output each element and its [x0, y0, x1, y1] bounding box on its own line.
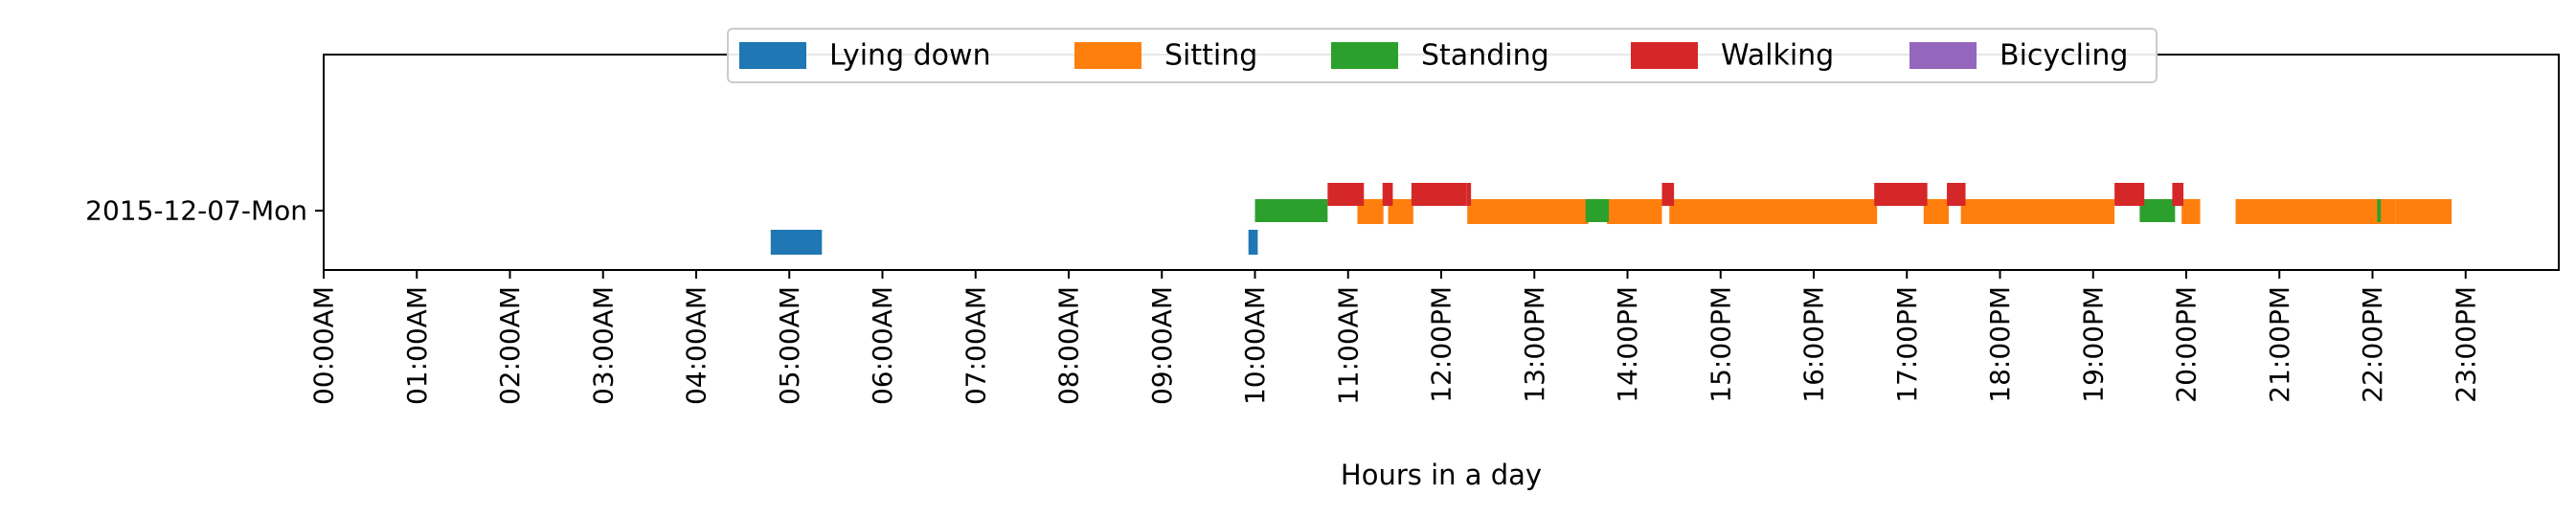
standing-legend-label: Standing	[1421, 39, 1549, 73]
walking-legend-label: Walking	[1721, 39, 1834, 73]
standing-bar	[1585, 199, 1610, 222]
x-tick-label: 05:00AM	[774, 286, 805, 405]
x-tick-label: 16:00PM	[1798, 286, 1830, 403]
lying-down-legend-label: Lying down	[829, 39, 991, 73]
x-tick-label: 22:00PM	[2357, 286, 2388, 403]
standing-legend-swatch	[1331, 42, 1398, 69]
x-tick-label: 15:00PM	[1705, 286, 1736, 403]
standing-bar	[2139, 199, 2176, 222]
x-tick-label: 20:00PM	[2171, 286, 2203, 403]
x-axis-title: Hours in a day	[1341, 459, 1542, 491]
bicycling-legend-label: Bicycling	[2000, 39, 2128, 73]
standing-bar	[1254, 199, 1328, 222]
activity-bars	[770, 183, 2452, 255]
sitting-bar	[1669, 199, 1878, 224]
walking-bar	[2172, 183, 2184, 206]
x-tick-label: 13:00PM	[1519, 286, 1550, 403]
bicycling-legend-swatch	[1909, 42, 1977, 69]
walking-bar	[1874, 183, 1928, 206]
x-tick-label: 04:00AM	[681, 286, 712, 405]
x-tick-label: 09:00AM	[1146, 286, 1178, 405]
x-tick-label: 11:00AM	[1332, 286, 1364, 405]
sitting-bar	[2181, 199, 2201, 224]
x-tick-label: 17:00PM	[1891, 286, 1923, 403]
x-tick-label: 07:00AM	[960, 286, 991, 405]
lying-down-bar	[770, 230, 823, 255]
walking-bar	[1411, 183, 1467, 206]
sitting-bar	[1467, 199, 1589, 224]
x-tick-label: 19:00PM	[2077, 286, 2109, 403]
x-tick-label: 06:00AM	[867, 286, 898, 405]
sitting-bar	[1923, 199, 1950, 224]
x-tick-label: 18:00PM	[1984, 286, 2016, 403]
x-tick-label: 23:00PM	[2450, 286, 2481, 403]
walking-bar	[2114, 183, 2145, 206]
walking-legend-swatch	[1631, 42, 1698, 69]
x-tick-label: 21:00PM	[2264, 286, 2295, 403]
walking-bar	[1327, 183, 1365, 206]
x-tick-label: 03:00AM	[587, 286, 619, 405]
x-tick-label: 14:00PM	[1612, 286, 1643, 403]
y-axis: 2015-12-07-Mon	[85, 195, 324, 227]
walking-bar	[1947, 183, 1966, 206]
sitting-bar	[2395, 199, 2452, 224]
x-tick-label: 12:00PM	[1426, 286, 1457, 403]
sitting-legend-swatch	[1074, 42, 1141, 69]
sitting-bar	[1960, 199, 2115, 224]
walking-bar	[1466, 183, 1472, 206]
x-tick-label: 10:00AM	[1239, 286, 1271, 405]
y-tick-label: 2015-12-07-Mon	[85, 195, 307, 227]
sitting-bar	[2235, 199, 2396, 224]
x-tick-label: 01:00AM	[401, 286, 433, 405]
lying-down-bar	[1248, 230, 1258, 255]
sitting-bar	[1607, 199, 1662, 224]
x-tick-label: 02:00AM	[494, 286, 526, 405]
x-tick-label: 08:00AM	[1053, 286, 1085, 405]
lying-down-legend-swatch	[739, 42, 806, 69]
x-tick-label: 00:00AM	[308, 286, 340, 405]
standing-bar	[2377, 199, 2382, 222]
walking-bar	[1382, 183, 1393, 206]
sitting-legend-label: Sitting	[1164, 39, 1257, 73]
legend: Lying down Sitting Standing Walking Bicyclin…	[727, 28, 2158, 83]
walking-bar	[1661, 183, 1675, 206]
x-axis: 00:00AM 01:00AM 02:00AM 03:00AM 04:00AM 05:00…	[308, 270, 2481, 405]
